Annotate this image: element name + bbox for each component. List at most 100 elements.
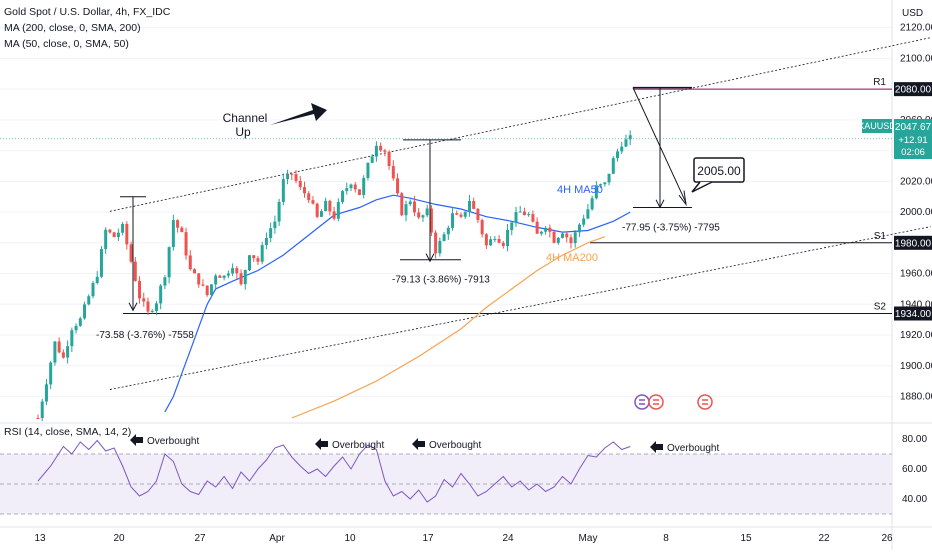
candle-body <box>332 211 336 219</box>
candle-body <box>510 222 514 230</box>
candle-body <box>222 275 226 278</box>
time-tick-label: 24 <box>502 533 514 544</box>
candle-body <box>307 193 311 201</box>
candle-body <box>514 212 518 223</box>
candle-body <box>273 221 277 229</box>
candle-body <box>565 233 569 238</box>
time-tick-label: Apr <box>269 533 285 544</box>
candle-body <box>129 244 133 262</box>
candle-body <box>193 269 197 274</box>
chart-legend: Gold Spot / U.S. Dollar, 4h, FX_IDC MA (… <box>4 4 170 52</box>
candle-body <box>442 234 446 241</box>
time-tick-label: May <box>579 533 598 544</box>
candle-body <box>125 223 129 245</box>
candle-body <box>607 173 611 183</box>
candle-body <box>248 255 251 271</box>
candle-body <box>417 212 421 218</box>
candle-body <box>36 418 40 419</box>
candle-body <box>421 215 425 218</box>
candle-body <box>252 255 256 259</box>
candle-body <box>209 284 213 296</box>
price-tick-label: 1900.00 <box>900 361 932 372</box>
overbought-label: Overbought <box>667 443 719 454</box>
event-icon-1 <box>648 394 664 410</box>
price-tick-label: 1940.00 <box>900 299 932 310</box>
rsi-line-group <box>37 439 631 503</box>
candle-body <box>493 238 497 240</box>
time-tick-label: 15 <box>740 533 752 544</box>
candle-body <box>108 229 112 233</box>
candle-body <box>408 201 412 205</box>
candle-body <box>489 239 493 246</box>
overbought-label: Overbought <box>147 436 199 447</box>
candle-body <box>374 145 378 157</box>
candle-body <box>586 209 590 219</box>
channel-lines <box>109 37 931 390</box>
ma50-label: 4H MA50 <box>557 184 603 196</box>
overbought-label: Overbought <box>429 440 481 451</box>
candle-body <box>74 325 78 331</box>
rsi-tick-label: 40.00 <box>902 494 927 505</box>
candle-body <box>556 237 560 243</box>
candle-body <box>315 203 319 217</box>
candle-body <box>256 258 260 262</box>
candle-body <box>176 220 180 228</box>
candle-body <box>467 200 471 212</box>
candle-body <box>451 213 455 228</box>
axes: USD 1880.00 1900.00 1920.00 1940.00 1960.00 20… <box>0 8 932 544</box>
drop1-label: -73.58 (-3.76%) -7558 <box>96 330 194 341</box>
candle-body <box>294 174 298 181</box>
level-lines: R1 S1 S2 <box>123 77 892 314</box>
candle-body <box>290 173 294 175</box>
candle-body <box>298 180 302 188</box>
candle-body <box>577 224 581 233</box>
candle-body <box>539 231 543 234</box>
candle-body <box>226 273 230 276</box>
drop1-arrowhead <box>128 302 138 312</box>
overbought-arrow-icon <box>650 441 663 453</box>
candle-body <box>501 242 505 246</box>
candle-body <box>603 182 607 185</box>
level-tag-bg <box>894 235 932 250</box>
overbought-arrow-icon <box>412 438 425 450</box>
candle-body <box>184 232 188 256</box>
legend-ma200: MA (200, close, 0, SMA, 200) <box>4 22 141 34</box>
time-tick-label: 17 <box>422 533 434 544</box>
event-icon-2 <box>697 394 713 410</box>
candle-body <box>522 211 526 216</box>
candle-body <box>484 234 488 246</box>
candle-body <box>235 268 239 274</box>
candle-body <box>138 280 142 299</box>
candle-body <box>518 211 522 213</box>
candle-body <box>171 220 175 248</box>
candle-body <box>379 145 383 151</box>
candle-body <box>370 156 374 163</box>
candle-body <box>49 362 53 385</box>
candle-body <box>391 166 395 179</box>
candle-body <box>133 261 137 281</box>
candle-body <box>544 227 548 232</box>
rsi-tick-label: 80.00 <box>902 434 927 445</box>
candle-body <box>561 233 565 238</box>
last-change-text: +12.91 <box>898 135 927 146</box>
price-tick-label: 1880.00 <box>900 391 932 402</box>
candle-body <box>91 282 95 297</box>
candle-body <box>459 214 463 217</box>
candle-body <box>146 301 150 312</box>
price-tick-label: 1960.00 <box>900 269 932 280</box>
candle-body <box>44 384 48 402</box>
symbol-tag-bg <box>862 119 892 133</box>
candle-body <box>167 247 171 278</box>
candle-body <box>281 179 285 202</box>
candle-body <box>434 232 438 254</box>
level-name-s1: S1 <box>874 231 887 242</box>
candle-body <box>455 213 459 215</box>
candle-body <box>95 276 99 283</box>
time-tick-label: 10 <box>344 533 356 544</box>
candle-body <box>366 162 370 178</box>
candle-body <box>463 211 467 217</box>
candle-body <box>66 346 70 358</box>
candle-body <box>231 268 235 274</box>
candle-body <box>201 284 205 286</box>
